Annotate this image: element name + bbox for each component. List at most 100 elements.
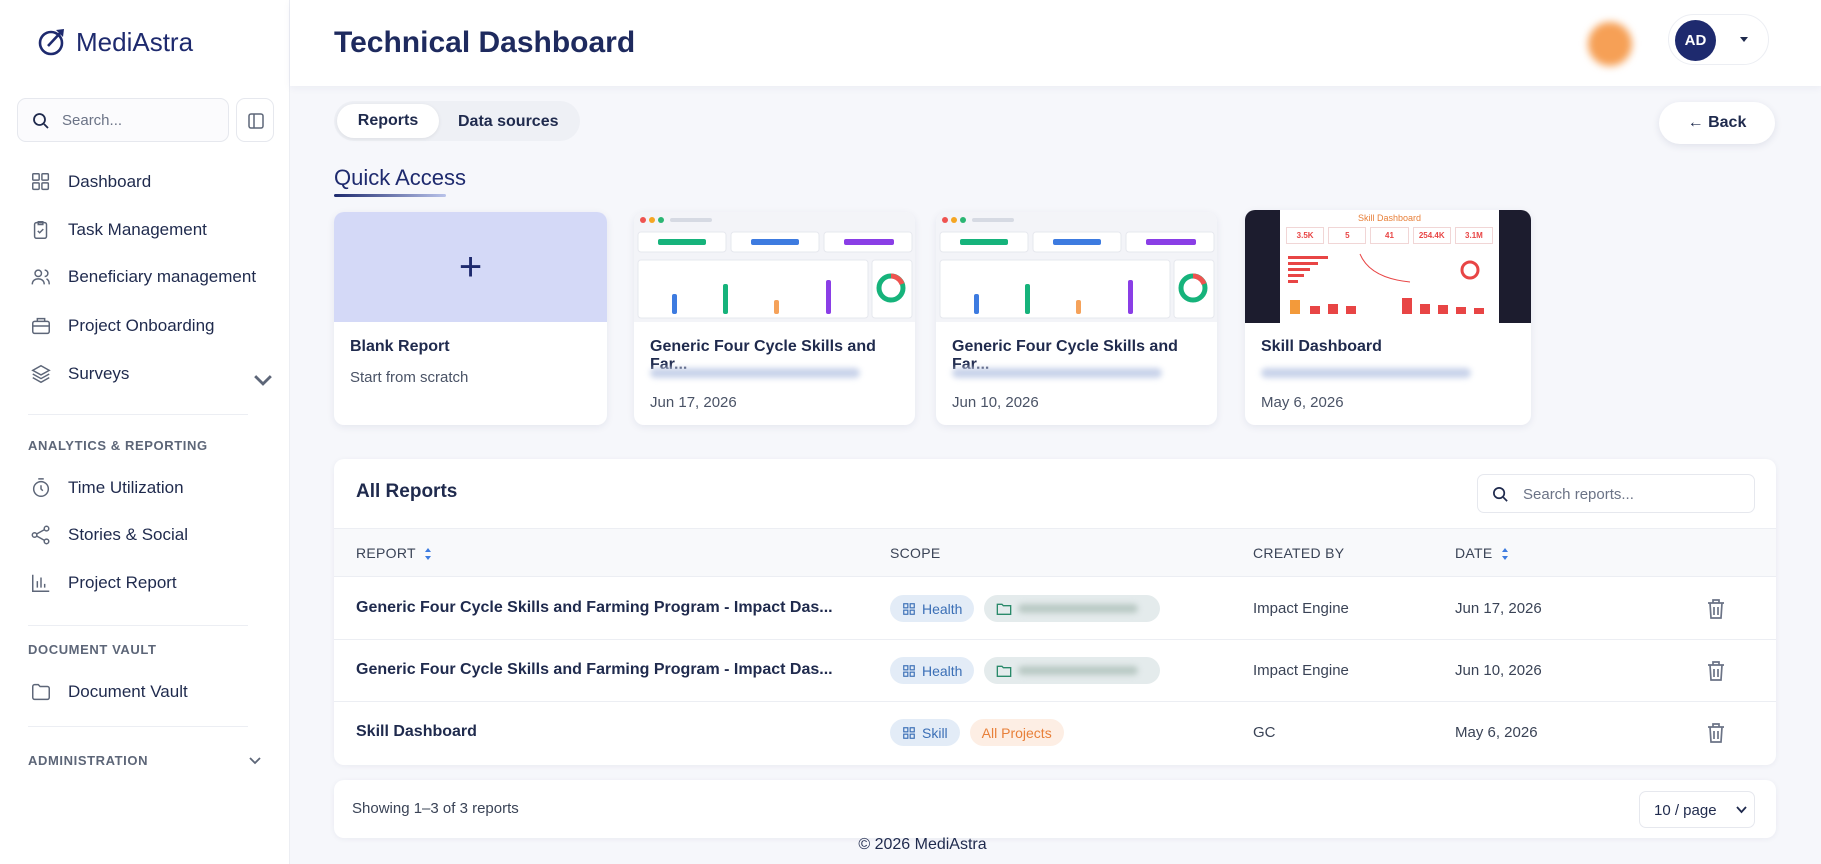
nav-icon (33, 221, 48, 239)
scope: Health (890, 595, 1170, 622)
report-name[interactable]: Generic Four Cycle Skills and Farming Pr… (356, 661, 833, 678)
blank-thumb: + (334, 212, 607, 322)
report-search[interactable]: Search reports... (1477, 474, 1755, 513)
card-date: Jun 10, 2026 (952, 394, 1039, 411)
scope: Skill All Projects (890, 719, 1074, 746)
delete-button[interactable] (1706, 722, 1726, 749)
scope-pill: All Projects (969, 719, 1064, 746)
report-name[interactable]: Skill Dashboard (356, 723, 477, 740)
nav-item[interactable]: Task Management (30, 219, 207, 241)
preview-title: Skill Dashboard (1357, 213, 1422, 223)
nav-icon (31, 364, 51, 384)
column-header[interactable]: REPORT (356, 545, 432, 562)
section-title: ANALYTICS & REPORTING (28, 438, 208, 453)
blurred-text (1261, 368, 1471, 378)
quick-card[interactable]: Generic Four Cycle Skills and Far... Jun… (634, 212, 915, 425)
card-subtitle: Start from scratch (350, 369, 469, 386)
nav-item[interactable]: Surveys (30, 363, 272, 386)
nav-item[interactable]: Document Vault (30, 681, 188, 703)
header: Technical Dashboard AD (290, 0, 1821, 86)
created-by: Impact Engine (1253, 662, 1349, 679)
nav-item[interactable]: Project Report (30, 572, 177, 594)
preview-charts (1288, 253, 1484, 314)
sidebar: MediAstra Search... Dashboard Task Manage… (0, 0, 290, 864)
nav-item[interactable]: Project Onboarding (30, 315, 214, 337)
tabs: Reports Data sources (334, 101, 580, 141)
nav-item[interactable]: Dashboard (30, 171, 151, 193)
page-title: Technical Dashboard (334, 26, 636, 59)
nav-label: Beneficiary management (68, 267, 257, 286)
blurred-text (1018, 604, 1139, 613)
scope-label: All Projects (981, 724, 1052, 741)
nav-label: Project Onboarding (68, 316, 215, 335)
folder-icon (997, 603, 1012, 615)
table-row: Generic Four Cycle Skills and Farming Pr… (334, 578, 1776, 640)
brand-name: MediAstra (76, 26, 194, 57)
table-row: Skill Dashboard Skill All Projects GC May 6,… (334, 702, 1776, 764)
report-name[interactable]: Generic Four Cycle Skills and Farming Pr… (356, 599, 833, 616)
nav-icon (31, 525, 50, 545)
chevron (249, 757, 261, 765)
nav-item[interactable]: Stories & Social (30, 524, 188, 546)
back-button[interactable]: ← Back (1659, 102, 1775, 144)
nav-icon (32, 317, 50, 335)
kpi-row: 3.5K 5 41 254.4K 3.1M (1280, 223, 1499, 248)
caret (1740, 37, 1748, 42)
page-size[interactable]: 10 / page (1639, 791, 1755, 828)
card-thumb (936, 212, 1217, 322)
nav-label: Document Vault (68, 682, 188, 701)
caret (1736, 806, 1747, 814)
nav-label: Project Report (68, 573, 177, 592)
trash-icon (1708, 599, 1724, 619)
tab-active[interactable]: Reports (337, 104, 439, 138)
search-icon (1493, 487, 1508, 502)
column-header: CREATED BY (1253, 545, 1344, 561)
user-menu[interactable]: AD (1668, 14, 1769, 65)
preview-art (637, 217, 913, 319)
sort-icon (1501, 548, 1508, 561)
nav-label: Time Utilization (68, 478, 184, 497)
nav-label: Stories & Social (68, 525, 188, 544)
column-header[interactable]: DATE (1455, 545, 1509, 562)
quick-card[interactable]: Generic Four Cycle Skills and Far... Jun… (936, 212, 1217, 425)
scope-label: Skill (922, 724, 948, 741)
delete-button[interactable] (1706, 660, 1726, 687)
kpi: 41 (1370, 227, 1409, 244)
table-row: Generic Four Cycle Skills and Farming Pr… (334, 640, 1776, 702)
column-label: SCOPE (890, 545, 941, 561)
nav-item[interactable]: Beneficiary management (30, 266, 256, 288)
sidebar-toggle[interactable] (236, 98, 274, 142)
nav-item[interactable]: Time Utilization (30, 477, 184, 499)
nav-icon (31, 269, 50, 285)
quick-card[interactable]: Skill Dashboard 3.5K 5 41 254.4K 3.1M Skill … (1245, 210, 1531, 425)
title-underline (334, 194, 446, 197)
table-header (334, 528, 1776, 577)
card-date: Jun 17, 2026 (650, 394, 737, 411)
scope-icon (903, 726, 915, 739)
tab[interactable]: Data sources (458, 113, 559, 130)
search-placeholder: Search... (62, 112, 123, 129)
user-initials: AD (1675, 20, 1716, 61)
nav-label: Surveys (68, 364, 130, 383)
card-thumb (634, 212, 915, 322)
quick-card[interactable]: + Blank Report Start from scratch (334, 212, 607, 425)
scope-pill: Health (890, 595, 975, 622)
date: Jun 17, 2026 (1455, 600, 1542, 617)
divider (28, 414, 248, 415)
scope-pill: Skill (890, 719, 960, 746)
search-box[interactable]: Search... (17, 98, 229, 142)
brand[interactable]: MediAstra (36, 26, 193, 58)
trash-icon (1708, 723, 1724, 743)
kpi: 254.4K (1412, 227, 1451, 244)
preview-art (939, 217, 1215, 319)
delete-button[interactable] (1706, 598, 1726, 625)
table-footer: Showing 1–3 of 3 reports 10 / page (334, 780, 1776, 838)
card-thumb: Skill Dashboard 3.5K 5 41 254.4K 3.1M (1245, 210, 1531, 323)
nav-icon (32, 683, 50, 701)
nav-icon (32, 478, 50, 497)
column-header: SCOPE (890, 545, 941, 561)
nav-label: Task Management (68, 220, 207, 239)
section-title[interactable]: ADMINISTRATION (28, 753, 261, 768)
notification-avatar[interactable] (1588, 22, 1632, 66)
